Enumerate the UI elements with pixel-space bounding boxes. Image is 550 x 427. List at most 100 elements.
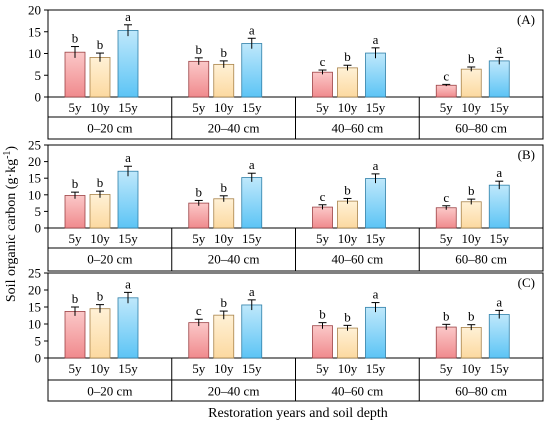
bar-10y (213, 314, 235, 359)
panel-a: 0 5 10 15 20 (A) b 5y b 10y a 15y 0–20 cm b 5y b 10y a 15y… (28, 3, 544, 140)
bar-5y (64, 51, 86, 98)
significance-letter: b (319, 307, 326, 322)
y-tick-label: 5 (35, 68, 42, 83)
significance-letter: c (320, 189, 326, 204)
depth-label: 60–80 cm (455, 252, 507, 267)
category-label: 15y (490, 231, 510, 246)
y-tick-label: 10 (28, 317, 41, 332)
y-tick-label: 15 (28, 300, 41, 315)
y-tick-label: 25 (28, 266, 41, 281)
significance-letter: b (468, 309, 475, 324)
depth-label: 0–20 cm (87, 252, 132, 267)
category-label: 10y (462, 231, 482, 246)
significance-letter: b (221, 45, 228, 60)
bar-5y (435, 84, 457, 98)
category-label: 15y (490, 100, 510, 115)
significance-letter: b (344, 309, 351, 324)
bar-5y (188, 322, 210, 359)
depth-label: 40–60 cm (332, 252, 384, 267)
bar-15y (488, 314, 510, 359)
significance-letter: b (97, 37, 104, 52)
bar-5y (64, 311, 86, 359)
y-tick-label: 10 (28, 187, 41, 202)
bar-15y (488, 184, 510, 229)
category-label: 10y (462, 100, 482, 115)
bar-5y (188, 60, 210, 98)
category-label: 15y (118, 231, 138, 246)
y-tick-label: 15 (28, 171, 41, 186)
significance-letter: b (221, 295, 228, 310)
bar-5y (435, 207, 457, 229)
category-label: 15y (242, 361, 262, 376)
y-axis-label-close: ) (4, 146, 19, 151)
significance-letter: b (443, 308, 450, 323)
category-label: 10y (90, 361, 110, 376)
category-label: 10y (462, 361, 482, 376)
bar-10y (213, 198, 235, 229)
significance-letter: a (373, 287, 379, 302)
category-label: 10y (90, 231, 110, 246)
depth-label: 60–80 cm (455, 384, 507, 399)
significance-letter: b (468, 183, 475, 198)
category-label: 5y (316, 231, 330, 246)
category-label: 10y (338, 361, 358, 376)
category-label: 5y (192, 100, 206, 115)
significance-letter: a (125, 150, 131, 165)
y-tick-label: 5 (35, 204, 42, 219)
depth-label: 0–20 cm (87, 384, 132, 399)
significance-letter: b (196, 42, 203, 57)
bar-10y (337, 200, 358, 229)
x-axis-label: Restoration years and soil depth (208, 406, 388, 421)
significance-letter: a (373, 158, 379, 173)
category-label: 15y (118, 100, 138, 115)
panel-label: (C) (518, 275, 535, 290)
category-label: 5y (440, 361, 454, 376)
significance-letter: b (344, 49, 351, 64)
significance-letter: b (97, 175, 104, 190)
category-label: 15y (118, 361, 138, 376)
category-label: 5y (69, 231, 83, 246)
bar-10y (460, 201, 482, 229)
category-label: 5y (316, 361, 330, 376)
significance-letter: b (72, 176, 79, 191)
category-label: 5y (316, 100, 330, 115)
significance-letter: a (125, 9, 131, 24)
category-label: 5y (69, 361, 83, 376)
significance-letter: b (97, 289, 104, 304)
panel-c: 0 5 10 15 20 25 (C) b 5y b 10y a 15y 0–20 cm c 5y b 10y a 1… (28, 266, 544, 402)
y-axis-label-sup: -1 (2, 151, 13, 159)
bar-5y (312, 325, 333, 359)
significance-letter: b (468, 51, 475, 66)
significance-letter: a (249, 284, 255, 299)
category-label: 15y (242, 231, 262, 246)
depth-label: 20–40 cm (208, 384, 260, 399)
category-label: 10y (214, 100, 234, 115)
bar-5y (312, 206, 333, 229)
bar-15y (488, 60, 510, 98)
y-tick-label: 25 (28, 138, 41, 153)
significance-letter: a (249, 22, 255, 37)
bar-15y (241, 304, 263, 359)
y-axis-label-main: Soil organic carbon (g·kg (4, 159, 19, 302)
category-label: 10y (90, 100, 110, 115)
bar-10y (89, 308, 111, 359)
category-label: 5y (440, 231, 454, 246)
y-tick-label: 20 (28, 3, 41, 18)
bar-5y (312, 71, 333, 98)
significance-letter: a (373, 32, 379, 47)
significance-letter: c (443, 68, 449, 83)
depth-label: 40–60 cm (332, 121, 384, 136)
bar-5y (188, 202, 210, 229)
significance-letter: a (249, 157, 255, 172)
significance-letter: c (196, 303, 202, 318)
bar-15y (117, 30, 139, 98)
bar-5y (64, 195, 86, 229)
category-label: 10y (214, 361, 234, 376)
bar-10y (337, 67, 358, 98)
bar-15y (365, 306, 386, 359)
significance-letter: b (72, 291, 79, 306)
category-label: 5y (69, 100, 83, 115)
y-tick-label: 10 (28, 46, 41, 61)
